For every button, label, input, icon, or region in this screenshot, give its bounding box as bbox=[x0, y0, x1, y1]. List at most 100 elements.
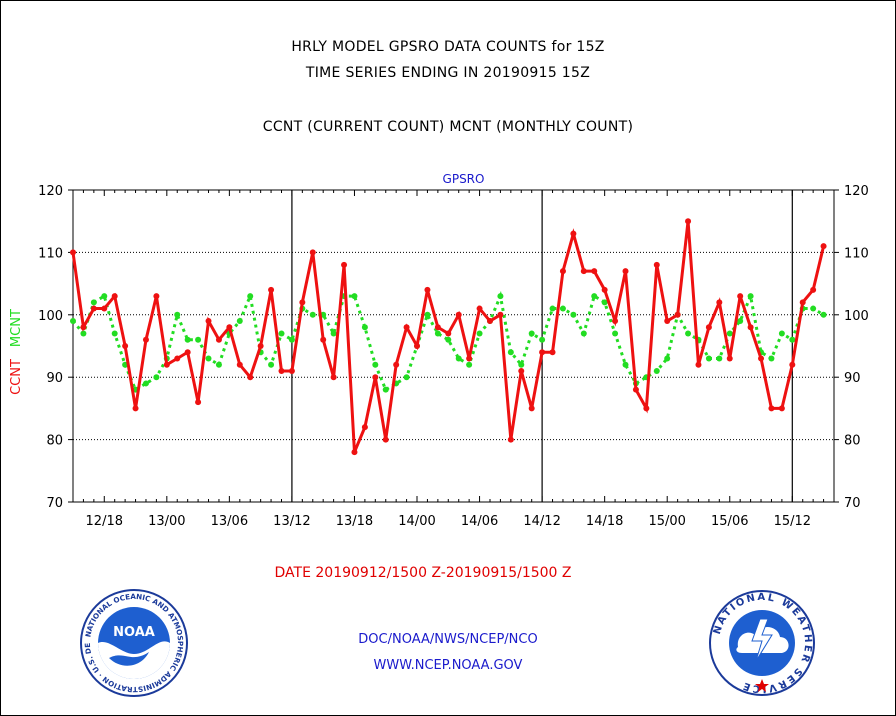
point-ccnt bbox=[330, 374, 337, 381]
y-tick-label-left: 80 bbox=[46, 434, 63, 449]
point-mcnt bbox=[403, 374, 410, 381]
point-mcnt bbox=[236, 318, 243, 325]
point-mcnt bbox=[174, 311, 181, 318]
point-mcnt bbox=[205, 355, 212, 362]
point-ccnt bbox=[747, 324, 754, 331]
y-tick-label-left: 110 bbox=[38, 246, 63, 261]
point-ccnt bbox=[393, 361, 400, 368]
point-ccnt bbox=[111, 293, 118, 300]
point-mcnt bbox=[142, 380, 149, 387]
y-tick-label-left: 90 bbox=[46, 371, 63, 386]
point-ccnt bbox=[215, 336, 222, 343]
point-ccnt bbox=[174, 355, 181, 362]
point-mcnt bbox=[372, 361, 379, 368]
point-ccnt bbox=[674, 311, 681, 318]
point-mcnt bbox=[184, 336, 191, 343]
y-tick-label-right: 110 bbox=[844, 246, 869, 261]
point-ccnt bbox=[341, 261, 348, 268]
point-ccnt bbox=[445, 330, 452, 337]
y-tick-label-right: 80 bbox=[844, 434, 861, 449]
y-tick-label-right: 100 bbox=[844, 309, 869, 324]
point-ccnt bbox=[80, 324, 87, 331]
point-ccnt bbox=[351, 449, 358, 456]
point-ccnt bbox=[163, 361, 170, 368]
point-ccnt bbox=[90, 305, 97, 312]
point-ccnt bbox=[601, 286, 608, 293]
point-mcnt bbox=[80, 330, 87, 337]
point-mcnt bbox=[497, 293, 504, 300]
point-ccnt bbox=[528, 405, 535, 412]
point-ccnt bbox=[789, 361, 796, 368]
point-ccnt bbox=[382, 436, 389, 443]
nws-logo-icon: NATIONAL WEATHER SERVICE bbox=[709, 590, 815, 696]
point-mcnt bbox=[424, 311, 431, 318]
point-mcnt bbox=[278, 330, 285, 337]
point-mcnt bbox=[737, 318, 744, 325]
point-ccnt bbox=[768, 405, 775, 412]
x-tick-label: 14/12 bbox=[523, 514, 560, 529]
point-ccnt bbox=[434, 324, 441, 331]
point-ccnt bbox=[716, 299, 723, 306]
point-ccnt bbox=[643, 405, 650, 412]
point-mcnt bbox=[330, 330, 337, 337]
x-tick-label: 13/18 bbox=[336, 514, 373, 529]
x-tick-label: 14/18 bbox=[586, 514, 623, 529]
point-ccnt bbox=[403, 324, 410, 331]
point-ccnt bbox=[486, 318, 493, 325]
point-mcnt bbox=[361, 324, 368, 331]
x-tick-label: 15/12 bbox=[774, 514, 811, 529]
point-ccnt bbox=[705, 324, 712, 331]
x-tick-label: 13/12 bbox=[273, 514, 310, 529]
point-mcnt bbox=[309, 311, 316, 318]
point-ccnt bbox=[612, 318, 619, 325]
point-mcnt bbox=[653, 367, 660, 374]
y-tick-label-left: 100 bbox=[38, 309, 63, 324]
point-mcnt bbox=[726, 330, 733, 337]
point-mcnt bbox=[90, 299, 97, 306]
point-mcnt bbox=[476, 330, 483, 337]
x-tick-label: 14/00 bbox=[398, 514, 435, 529]
point-ccnt bbox=[195, 399, 202, 406]
point-mcnt bbox=[445, 336, 452, 343]
point-ccnt bbox=[424, 286, 431, 293]
website-link[interactable]: WWW.NCEP.NOAA.GOV bbox=[373, 658, 523, 673]
point-ccnt bbox=[466, 355, 473, 362]
point-ccnt bbox=[142, 336, 149, 343]
point-ccnt bbox=[726, 355, 733, 362]
y-tick-label-right: 120 bbox=[844, 184, 869, 199]
chart-subtitle: CCNT (CURRENT COUNT) MCNT (MONTHLY COUNT… bbox=[262, 119, 634, 135]
point-ccnt bbox=[559, 268, 566, 275]
plot-area bbox=[72, 189, 835, 503]
x-tick-label: 13/06 bbox=[211, 514, 248, 529]
point-mcnt bbox=[288, 336, 295, 343]
point-mcnt bbox=[539, 336, 546, 343]
point-mcnt bbox=[466, 361, 473, 368]
y-tick-label-right: 70 bbox=[844, 496, 861, 511]
point-ccnt bbox=[247, 374, 254, 381]
point-mcnt bbox=[111, 330, 118, 337]
point-ccnt bbox=[518, 367, 525, 374]
point-mcnt bbox=[101, 293, 108, 300]
point-ccnt bbox=[737, 293, 744, 300]
point-ccnt bbox=[799, 299, 806, 306]
point-mcnt bbox=[601, 299, 608, 306]
x-tick-label: 15/06 bbox=[711, 514, 748, 529]
point-mcnt bbox=[705, 355, 712, 362]
x-tick-label: 14/06 bbox=[461, 514, 498, 529]
point-mcnt bbox=[549, 305, 556, 312]
point-mcnt bbox=[382, 386, 389, 393]
chart-title-line1: HRLY MODEL GPSRO DATA COUNTS for 15Z bbox=[291, 39, 605, 55]
y-tick-label-right: 90 bbox=[844, 371, 861, 386]
point-ccnt bbox=[278, 367, 285, 374]
point-ccnt bbox=[507, 436, 514, 443]
y-axis-label: CCNT MCNT bbox=[9, 309, 24, 395]
point-ccnt bbox=[570, 230, 577, 237]
point-ccnt bbox=[549, 349, 556, 356]
point-mcnt bbox=[215, 361, 222, 368]
point-mcnt bbox=[664, 355, 671, 362]
point-ccnt bbox=[184, 349, 191, 356]
y-tick-label-left: 120 bbox=[38, 184, 63, 199]
point-ccnt bbox=[685, 218, 692, 225]
chart-title-line2: TIME SERIES ENDING IN 20190915 15Z bbox=[305, 65, 591, 81]
